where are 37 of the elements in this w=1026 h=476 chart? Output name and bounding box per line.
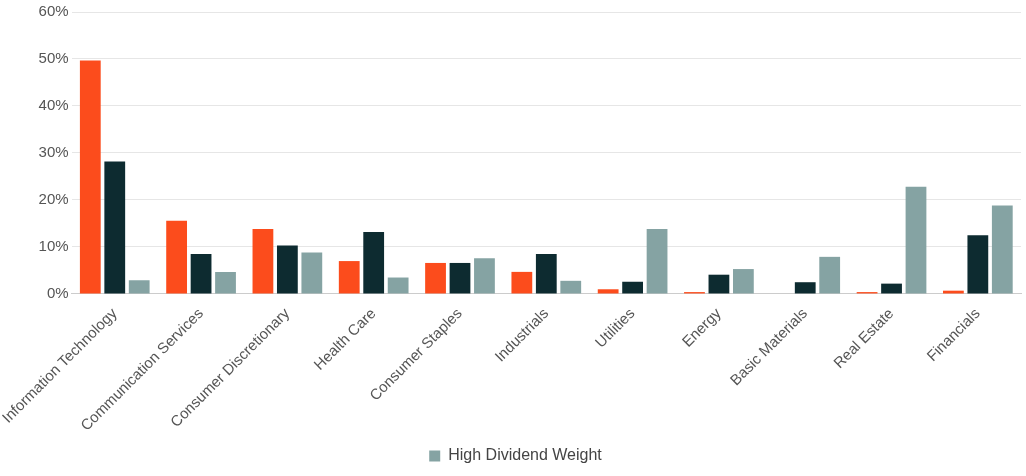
bar — [881, 283, 902, 294]
bar — [449, 262, 471, 294]
bar — [819, 256, 841, 294]
y-tick-label: 50% — [38, 49, 69, 67]
legend-label: High Dividend Weight — [448, 446, 603, 464]
bar — [79, 60, 101, 294]
bar — [622, 281, 643, 294]
bar — [967, 235, 989, 294]
bar — [252, 229, 274, 294]
y-tick-label: 40% — [38, 96, 69, 114]
bar — [215, 271, 236, 294]
bar — [128, 280, 150, 294]
bar — [166, 220, 188, 294]
bar — [511, 271, 533, 294]
bar — [560, 280, 582, 294]
bar — [535, 254, 557, 294]
bar — [474, 258, 495, 294]
y-tick-label: 20% — [38, 190, 69, 208]
y-tick-label: 60% — [38, 2, 69, 20]
bar — [732, 269, 754, 294]
bar — [646, 229, 668, 294]
bar — [597, 289, 619, 294]
bar — [387, 277, 409, 294]
bar — [338, 261, 360, 294]
bar — [794, 282, 816, 294]
y-tick-label: 0% — [46, 284, 69, 302]
bar — [104, 161, 126, 294]
bar — [301, 252, 323, 294]
bar — [190, 254, 212, 294]
bar — [425, 262, 446, 294]
bar — [905, 186, 927, 294]
bar — [708, 274, 730, 294]
y-tick-label: 30% — [38, 143, 69, 161]
bar — [991, 205, 1013, 294]
bar — [276, 245, 298, 294]
y-tick-label: 10% — [38, 237, 69, 255]
bar — [363, 231, 385, 294]
